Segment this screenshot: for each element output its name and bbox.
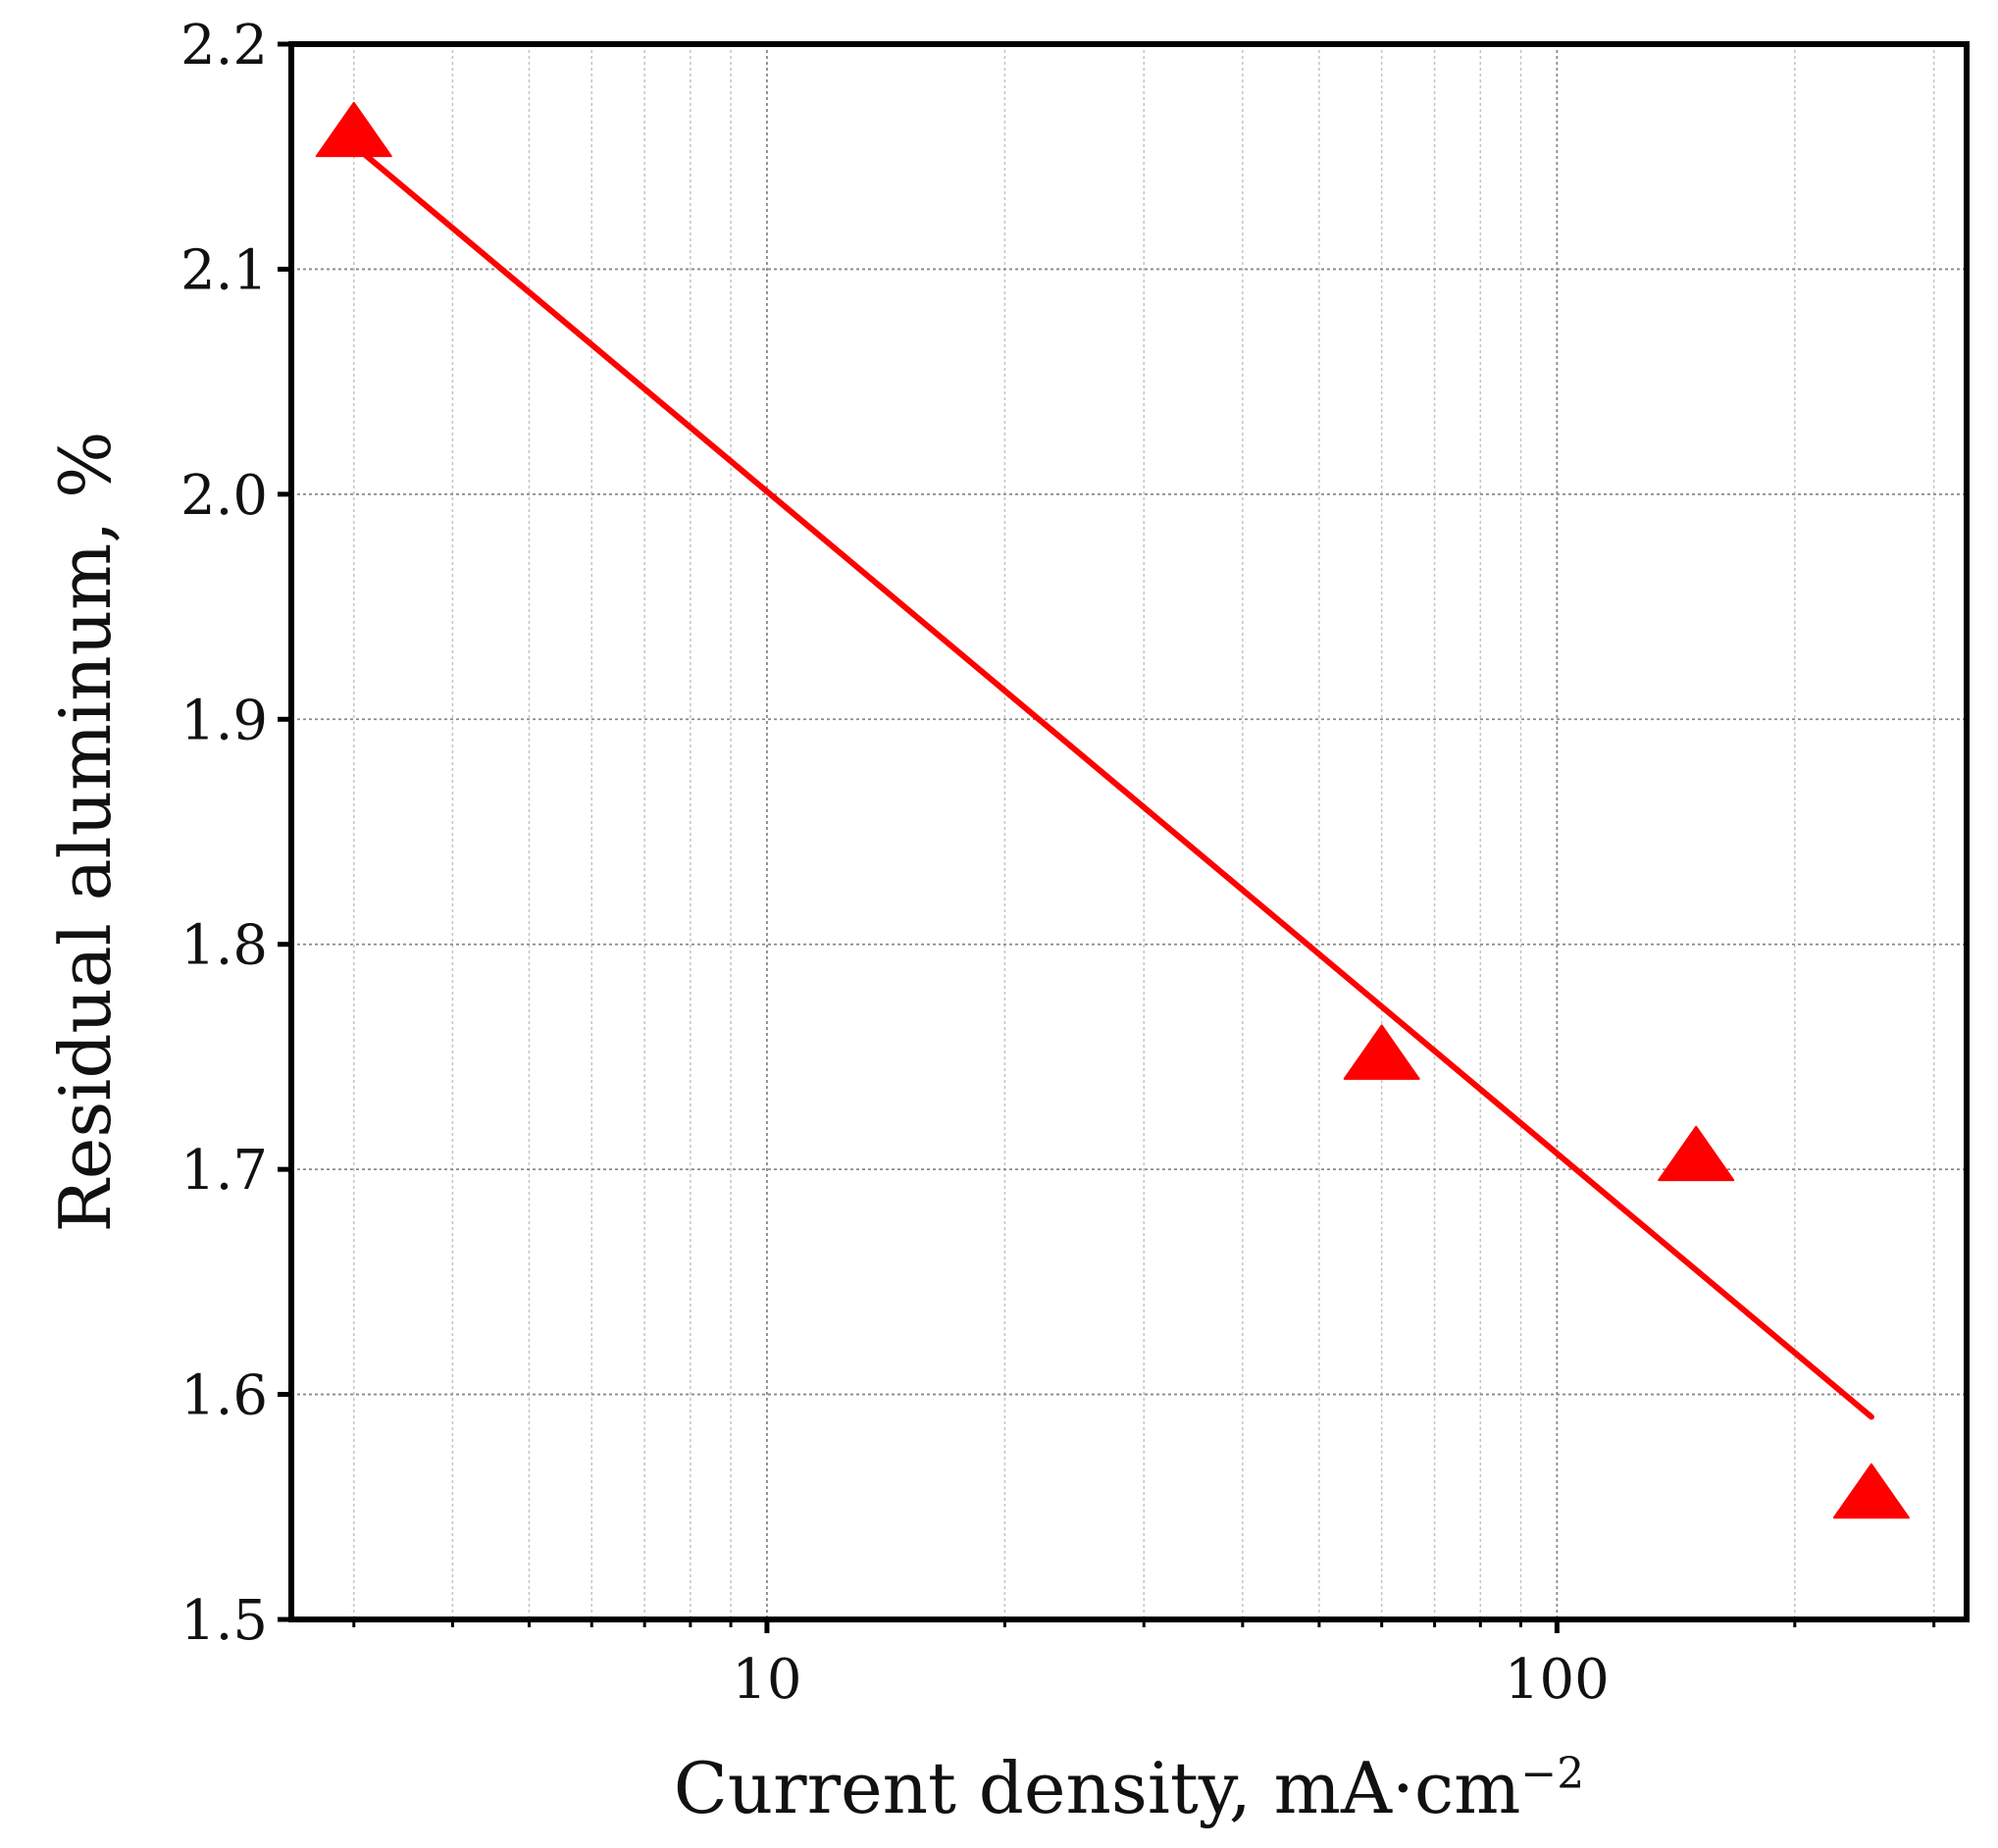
x-tick-label: 100 (1505, 1648, 1610, 1712)
series-layer (315, 101, 1910, 1519)
grid (291, 44, 1967, 1619)
data-point-triangle (1658, 1125, 1735, 1182)
plot-frame (288, 41, 1970, 1622)
y-tick-label: 2.0 (180, 464, 268, 528)
x-axis-title-text: Current density, mA·cm (674, 1747, 1521, 1829)
y-tick-label: 2.2 (180, 14, 268, 77)
y-tick-label: 1.7 (180, 1139, 268, 1203)
y-tick-label: 1.5 (180, 1589, 268, 1653)
data-point-triangle (1343, 1024, 1420, 1080)
x-axis-title-superscript: −2 (1520, 1749, 1584, 1799)
ticks: 1.5 1.6 1.7 1.8 1.9 2.0 2.1 2.2 10 100 (180, 14, 1936, 1712)
x-axis-title: Current density, mA·cm−2 (674, 1747, 1585, 1829)
y-tick-label: 1.8 (180, 914, 268, 978)
fit-line (350, 142, 1874, 1420)
x-tick-label: 10 (732, 1648, 801, 1712)
data-point-triangle (315, 101, 392, 158)
y-tick-label: 2.1 (180, 238, 268, 302)
y-axis-title: Residual aluminum, % (44, 432, 127, 1233)
y-tick-label: 1.9 (180, 689, 268, 752)
y-tick-label: 1.6 (180, 1364, 268, 1428)
data-point-triangle (1832, 1463, 1910, 1519)
